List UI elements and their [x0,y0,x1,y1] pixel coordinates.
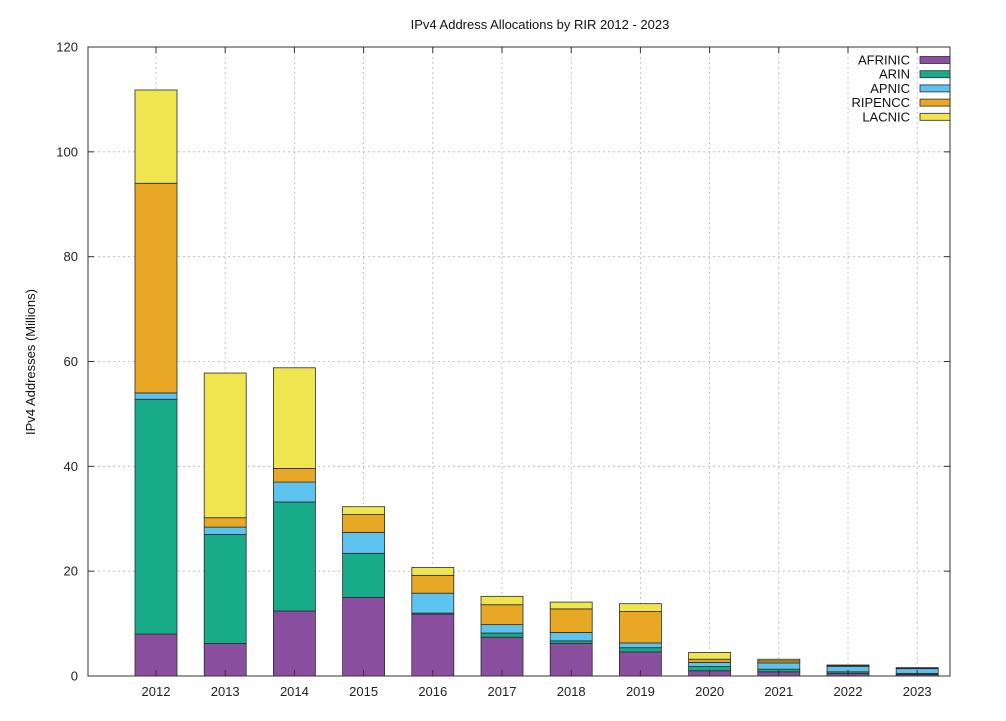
y-tick-label: 100 [56,144,78,159]
bar-segment-ripencc-2019 [619,611,662,644]
bar-segment-apnic-2012 [134,392,178,400]
y-tick-label: 20 [64,564,78,579]
bar-segment-ripencc-2015 [342,514,386,533]
bar-segment-lacnic-2018 [549,601,593,610]
bar-segment-lacnic-2021 [757,658,801,662]
legend-swatch-lacnic [919,112,951,121]
legend-label-lacnic: LACNIC [862,109,910,124]
plot-frame [87,46,951,677]
bar-segment-lacnic-2019 [619,603,662,612]
y-tick-label: 60 [64,354,78,369]
bar-segment-apnic-2020 [688,661,731,667]
bar-segment-ripencc-2020 [688,658,731,663]
y-tick-label: 120 [56,40,78,55]
bar-segment-arin-2014 [272,501,316,612]
bar-segment-ripencc-2017 [480,604,524,626]
y-tick-label: 0 [71,669,78,684]
bar-segment-arin-2012 [134,398,178,635]
bar-segment-apnic-2018 [549,632,593,642]
bar-segment-ripencc-2018 [549,608,593,633]
y-tick-label: 40 [64,459,78,474]
x-tick-label: 2022 [834,684,863,699]
bar-segment-afrinic-2014 [272,610,316,677]
y-tick-label: 80 [64,249,78,264]
bar-segment-lacnic-2015 [342,506,386,515]
x-tick-label: 2018 [557,684,586,699]
x-tick-label: 2016 [418,684,447,699]
bar-segment-apnic-2013 [203,526,247,535]
legend-swatch-afrinic [919,56,951,64]
bar-segment-arin-2019 [619,647,662,653]
bar-segment-afrinic-2016 [411,613,455,677]
y-axis-title: IPv4 Addresses (Millions) [23,289,38,435]
bar-segment-afrinic-2017 [480,636,524,677]
bar-segment-afrinic-2012 [134,633,178,677]
bar-segment-apnic-2014 [272,481,316,503]
bar-segment-apnic-2019 [619,642,662,649]
x-tick-label: 2017 [488,684,517,699]
bar-segment-apnic-2015 [342,531,386,554]
legend-label-arin: ARIN [879,67,910,82]
x-tick-label: 2012 [142,684,171,699]
bar-segment-lacnic-2020 [688,652,731,660]
bar-segment-arin-2017 [480,632,524,638]
x-tick-label: 2013 [211,684,240,699]
legend-label-afrinic: AFRINIC [858,53,910,68]
bar-segment-ripencc-2012 [134,182,178,394]
bar-segment-apnic-2016 [411,592,455,614]
legend-label-apnic: APNIC [870,81,910,96]
bar-segment-lacnic-2023 [895,667,939,669]
x-tick-label: 2019 [626,684,655,699]
bar-segment-lacnic-2017 [480,595,524,606]
legend-swatch-apnic [919,84,951,93]
x-tick-label: 2020 [695,684,724,699]
bar-segment-lacnic-2014 [272,367,316,469]
bar-segment-lacnic-2016 [411,567,455,576]
bar-segment-ripencc-2013 [203,517,247,528]
bar-segment-afrinic-2015 [342,596,386,677]
x-tick-label: 2014 [280,684,309,699]
chart-title: IPv4 Address Allocations by RIR 2012 - 2… [411,17,670,32]
axes: 0 20 40 60 80 100 120 2012 2013 2014 2015 2016 2017 2… [56,40,951,699]
legend-swatch-ripencc [919,98,951,107]
bars [134,89,939,677]
bar-segment-ripencc-2016 [411,574,455,594]
bar-segment-arin-2013 [203,534,247,644]
bar-segment-apnic-2021 [757,662,801,670]
legend-swatch-arin [919,70,951,79]
bar-segment-lacnic-2012 [134,89,178,184]
grid-lines [88,47,950,676]
legend-label-ripencc: RIPENCC [851,95,910,110]
bar-segment-lacnic-2013 [203,372,247,519]
bar-segment-ripencc-2014 [272,468,316,483]
bar-segment-arin-2015 [342,552,386,598]
x-tick-label: 2023 [903,684,932,699]
bar-segment-lacnic-2022 [826,664,870,666]
bar-segment-apnic-2017 [480,624,524,634]
x-tick-label: 2021 [764,684,793,699]
x-tick-label: 2015 [349,684,378,699]
